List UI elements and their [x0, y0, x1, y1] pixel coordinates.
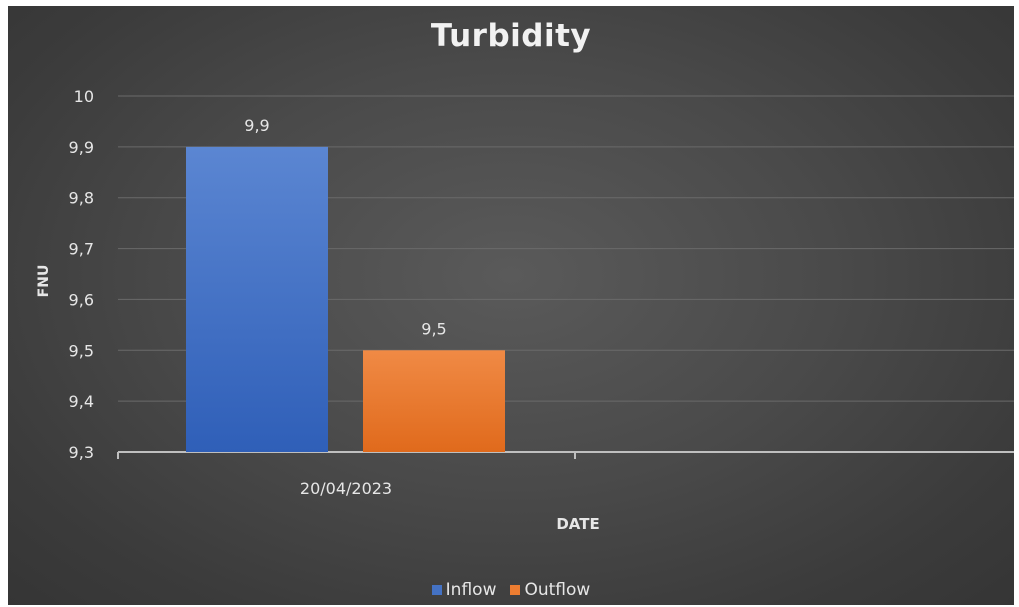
y-tick-label: 9,6	[69, 290, 94, 309]
legend-item-outflow: Outflow	[510, 580, 590, 600]
data-label-inflow: 9,9	[244, 116, 269, 135]
legend-swatch-inflow	[431, 585, 442, 595]
legend-swatch-outflow	[510, 585, 521, 595]
y-tick-label: 10	[74, 87, 94, 106]
x-category-label: 20/04/2023	[300, 479, 392, 498]
legend: Inflow Outflow	[8, 580, 1014, 600]
legend-label-inflow: Inflow	[445, 580, 497, 600]
y-tick-label: 9,3	[69, 443, 94, 462]
legend-label-outflow: Outflow	[524, 580, 591, 600]
bar-inflow	[186, 146, 328, 452]
y-tick-label: 9,8	[69, 189, 94, 208]
y-tick-label: 9,9	[69, 138, 94, 157]
plot-area: 10 9,9 9,8 9,7 9,6 9,5 9,4 9,3 9,9 9,5 20/04/2023 D…	[36, 87, 1014, 533]
data-label-outflow: 9,5	[421, 319, 446, 338]
y-tick-label: 9,7	[69, 240, 94, 259]
y-tick-label: 9,5	[69, 341, 94, 360]
x-axis-title: DATE	[556, 515, 599, 533]
y-tick-label: 9,4	[69, 392, 94, 411]
legend-item-inflow: Inflow	[431, 580, 497, 600]
y-axis-title: FNU	[36, 265, 52, 298]
bar-outflow	[363, 350, 505, 452]
chart-title: Turbidity	[430, 18, 592, 54]
chart-area: Turbidity 10 9,9 9,8 9,7 9,6 9,5 9,4 9,3 9,9 9,5 2…	[8, 6, 1014, 605]
